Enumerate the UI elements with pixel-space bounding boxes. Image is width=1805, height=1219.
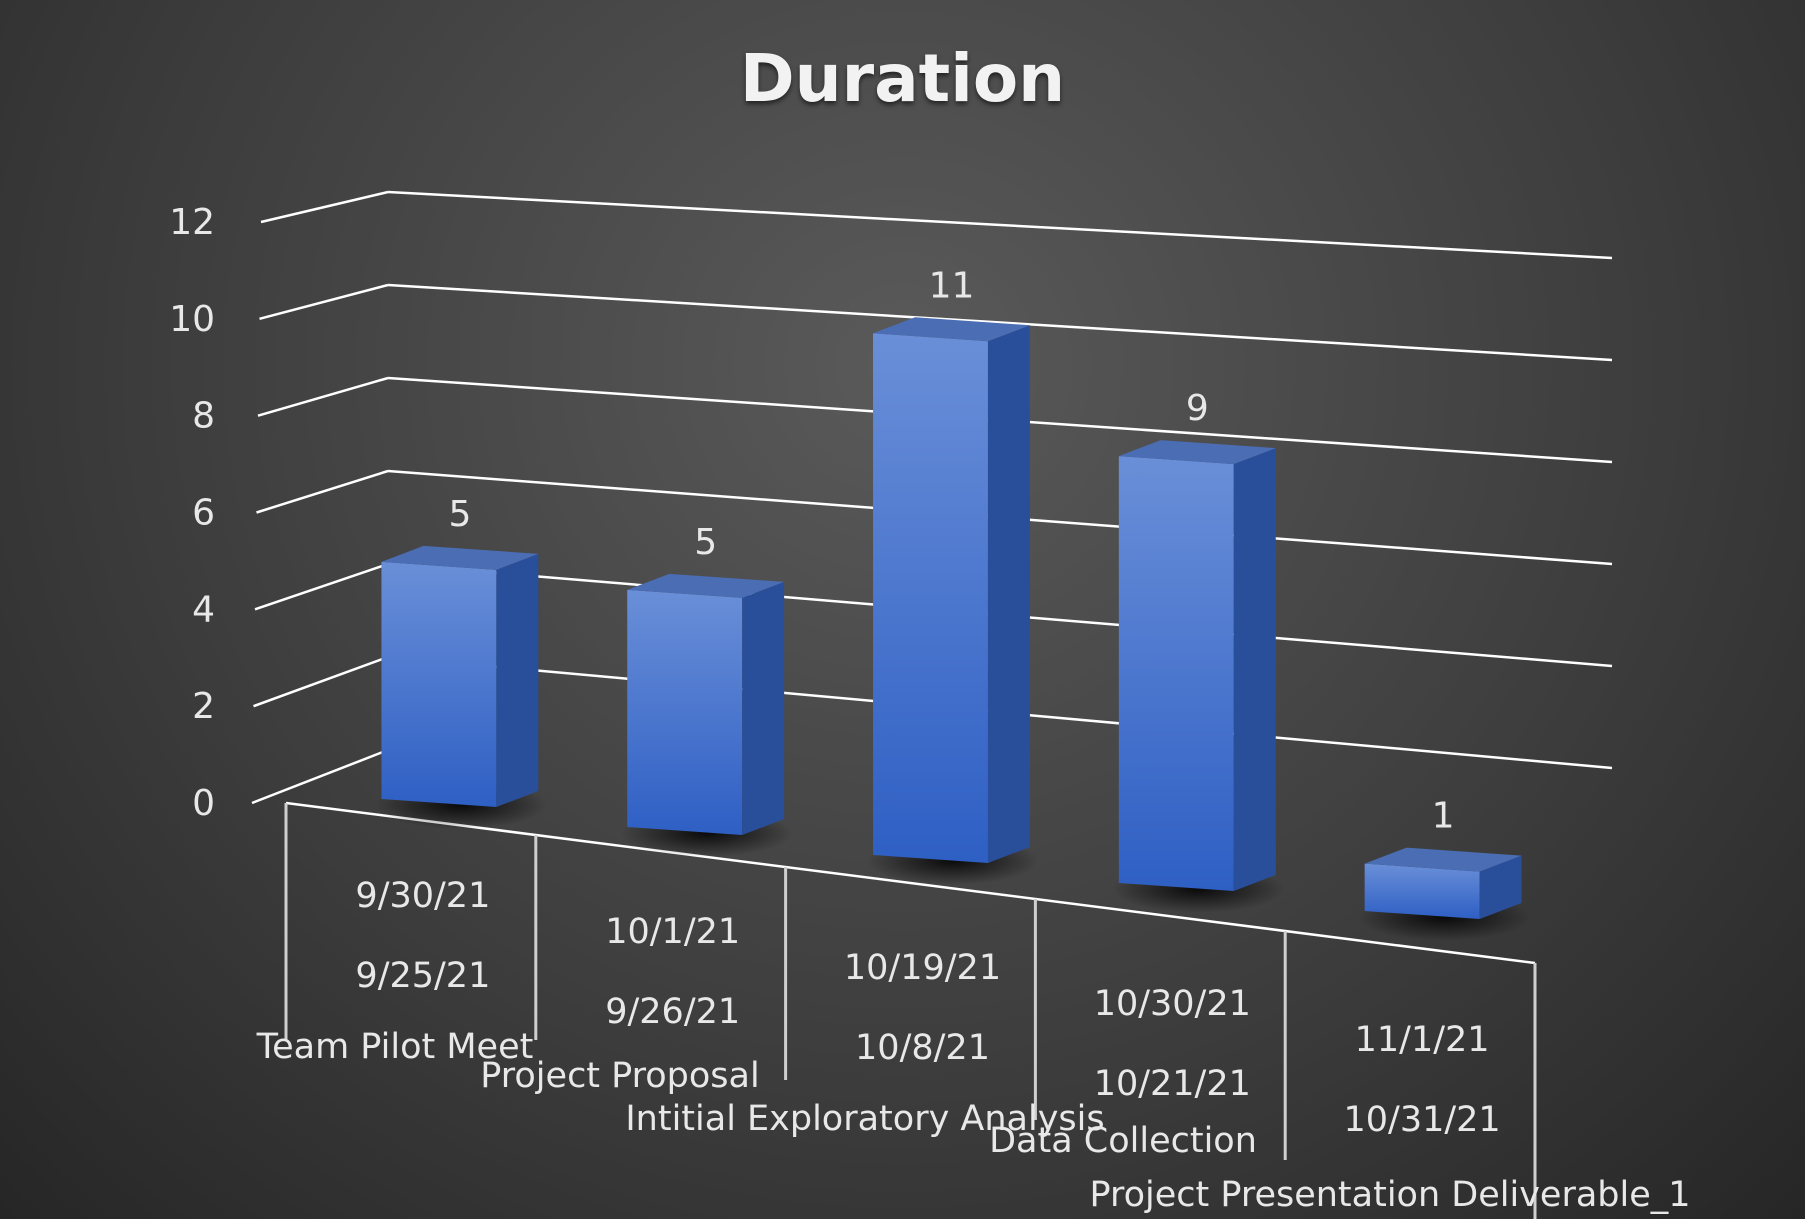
category-name: Data Collection (989, 1121, 1257, 1161)
category-start-date: 10/21/21 (1094, 1064, 1251, 1104)
y-tick-label: 2 (192, 686, 215, 727)
bar-2: 5 (620, 522, 793, 857)
gridline-back-10 (387, 283, 1613, 362)
bar-top-face (1364, 847, 1522, 872)
gridline-left-2 (253, 655, 389, 708)
y-tick-label: 0 (192, 783, 215, 824)
y-tick-label: 8 (192, 396, 215, 437)
data-label: 9 (1186, 388, 1209, 429)
category-start-date: 10/8/21 (855, 1028, 990, 1068)
bar-front-face (1118, 456, 1234, 891)
data-label: 11 (929, 265, 975, 306)
category-1: 9/30/21 9/25/21 Team Pilot Meet (256, 876, 534, 1067)
chart-title: Duration (739, 40, 1066, 117)
category-end-date: 10/19/21 (844, 948, 1001, 988)
category-axis-floor (284, 801, 1537, 1219)
bar-front-face (1364, 863, 1480, 919)
y-axis-tick-labels: 0 2 4 6 8 10 12 (169, 202, 215, 824)
category-name: Project Presentation Deliverable_1 (1089, 1175, 1690, 1215)
y-tick-label: 10 (169, 299, 215, 340)
category-start-date: 10/31/21 (1343, 1100, 1500, 1140)
gridline-left-10 (259, 283, 389, 321)
data-label: 5 (448, 494, 471, 535)
category-start-date: 9/26/21 (605, 992, 740, 1032)
bar-top-face (1118, 440, 1276, 465)
y-tick-label: 4 (192, 589, 215, 630)
y-tick-label: 6 (192, 493, 215, 534)
bar-side-face (987, 325, 1030, 863)
bar-3: 11 (866, 265, 1039, 885)
gridline-back-12 (387, 190, 1613, 260)
gridline-left-4 (254, 562, 389, 611)
category-end-date: 9/30/21 (355, 876, 490, 916)
category-start-date: 9/25/21 (355, 956, 490, 996)
data-label: 1 (1432, 796, 1455, 837)
category-name: Team Pilot Meet (256, 1027, 534, 1067)
bar-front-face (627, 589, 743, 835)
bar-4: 9 (1112, 388, 1285, 913)
bar-side-face (1233, 448, 1276, 891)
bar-side-face (496, 553, 539, 807)
bar-side-face (1479, 855, 1522, 919)
category-name: Intitial Exploratory Analysis (625, 1099, 1104, 1139)
bar-5: 1 (1357, 796, 1531, 941)
gridline-left-12 (260, 190, 389, 224)
category-2: 10/1/21 9/26/21 Project Proposal (480, 912, 759, 1096)
category-5: 11/1/21 10/31/21 Project Presentation Deli… (1089, 1020, 1690, 1215)
bar-front-face (873, 333, 988, 863)
y-tick-label: 12 (169, 202, 215, 243)
category-end-date: 11/1/21 (1355, 1020, 1490, 1060)
bar-front-face (381, 561, 497, 807)
bar-side-face (742, 581, 785, 835)
bar-top-face (873, 317, 1030, 342)
category-3: 10/19/21 10/8/21 Intitial Exploratory Anal… (625, 948, 1104, 1139)
data-label: 5 (694, 522, 717, 563)
floor-front-edge (285, 801, 1536, 965)
category-end-date: 10/1/21 (605, 912, 740, 952)
gridline-left-6 (256, 469, 389, 514)
category-end-date: 10/30/21 (1094, 984, 1251, 1024)
category-labels: 9/30/21 9/25/21 Team Pilot Meet 10/1/21 9/26… (256, 876, 1691, 1215)
bars: 5 5 11 9 1 (374, 265, 1531, 941)
bar-top-face (381, 545, 539, 570)
category-4: 10/30/21 10/21/21 Data Collection (989, 984, 1257, 1161)
gridline-left-8 (257, 376, 389, 417)
category-name: Project Proposal (480, 1056, 759, 1096)
bar-1: 5 (374, 494, 548, 829)
gridline-left-0 (251, 748, 389, 805)
bar-top-face (627, 573, 785, 598)
